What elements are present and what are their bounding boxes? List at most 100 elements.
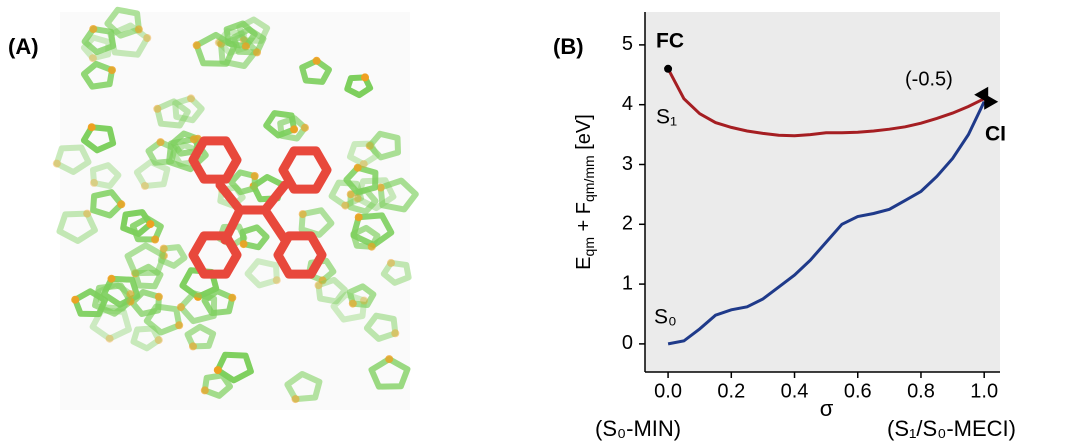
sulfur-atom bbox=[353, 163, 362, 172]
solvent-ring bbox=[277, 115, 308, 142]
sulfur-atom bbox=[312, 56, 321, 65]
sulfur-atom bbox=[241, 42, 250, 51]
sulfur-atom bbox=[391, 329, 400, 338]
sulfur-atom bbox=[108, 66, 116, 75]
x-tick-label: 0.4 bbox=[781, 380, 809, 402]
y-axis-label-part: qm bbox=[581, 237, 597, 256]
solvent-ring bbox=[350, 224, 381, 250]
phenyl-ring bbox=[273, 231, 327, 279]
series-label: S₀ bbox=[654, 306, 677, 329]
sulfur-atom bbox=[187, 94, 195, 103]
sulfur-atom bbox=[134, 25, 143, 34]
y-axis-label-part: qm/mm bbox=[581, 155, 597, 202]
sulfur-atom bbox=[105, 334, 114, 343]
sulfur-atom bbox=[354, 213, 363, 222]
sulfur-atom bbox=[151, 235, 160, 244]
sulfur-atom bbox=[143, 34, 152, 42]
solvent-ring bbox=[124, 242, 167, 277]
sulfur-atom bbox=[52, 159, 61, 168]
x-axis-label: σ bbox=[820, 396, 834, 421]
solvent-ring bbox=[56, 210, 98, 244]
sulfur-atom bbox=[159, 244, 168, 253]
solvent-ring bbox=[354, 177, 397, 212]
solvent-ring bbox=[223, 20, 258, 50]
sulfur-atom bbox=[175, 321, 184, 330]
panel-label: (B) bbox=[553, 34, 584, 59]
y-tick-label: 0 bbox=[622, 332, 633, 354]
solvent-ring bbox=[120, 209, 154, 237]
solvent-ring bbox=[166, 136, 209, 173]
sulfur-atom bbox=[200, 386, 209, 395]
solvent-ring bbox=[132, 263, 164, 290]
sulfur-atom bbox=[107, 274, 116, 283]
annotation: CI bbox=[985, 123, 1006, 146]
solvent-ring bbox=[377, 177, 419, 213]
solvent-ring bbox=[193, 31, 238, 67]
solvent-ring bbox=[244, 258, 280, 289]
sulfur-atom bbox=[213, 366, 222, 375]
solvent-ring bbox=[90, 189, 125, 219]
line-series bbox=[666, 68, 985, 138]
molecule-image bbox=[52, 6, 419, 410]
sulfur-atom bbox=[367, 242, 376, 251]
sulfur-atom bbox=[89, 25, 98, 33]
solvent-ring bbox=[239, 224, 270, 251]
solvent-ring bbox=[315, 276, 348, 305]
sulfur-atom bbox=[314, 281, 323, 290]
ci-marker bbox=[984, 93, 999, 110]
sulfur-atom bbox=[361, 73, 369, 82]
sulfur-atom bbox=[146, 220, 155, 229]
y-axis-label-part: + F bbox=[573, 202, 595, 237]
solvent-ring bbox=[177, 290, 218, 325]
sulfur-atom bbox=[154, 292, 163, 301]
sulfur-atom bbox=[90, 178, 98, 187]
solvent-ring bbox=[172, 95, 205, 124]
sulfur-atom bbox=[250, 172, 259, 180]
fc-marker bbox=[664, 64, 673, 73]
sulfur-atom bbox=[365, 141, 374, 150]
sulfur-atom bbox=[353, 194, 362, 203]
molecule-bond bbox=[260, 180, 290, 215]
solvent-ring bbox=[80, 60, 115, 90]
solvent-ring bbox=[129, 289, 162, 317]
sulfur-atom bbox=[117, 200, 126, 209]
annotation: (S₀-MIN) bbox=[595, 416, 681, 441]
sulfur-atom bbox=[156, 138, 165, 147]
solvent-ring bbox=[236, 16, 271, 44]
phenyl-ring bbox=[188, 136, 242, 184]
phenyl-ring bbox=[188, 231, 242, 279]
solvent-ring bbox=[201, 288, 236, 317]
solvent-ring bbox=[330, 291, 368, 323]
sulfur-atom bbox=[228, 293, 237, 302]
molecule-bond bbox=[215, 180, 245, 215]
y-tick-label: 5 bbox=[622, 33, 633, 55]
molecule-bond bbox=[260, 205, 290, 245]
line-series bbox=[667, 101, 986, 346]
sulfur-atom bbox=[153, 104, 162, 113]
solvent-ring bbox=[154, 98, 191, 129]
y-tick-label: 1 bbox=[622, 272, 633, 294]
sulfur-atom bbox=[126, 290, 135, 299]
sulfur-atom bbox=[376, 183, 385, 192]
y-axis-label: Eqm + Fqm/mm [eV] bbox=[573, 114, 596, 270]
sulfur-atom bbox=[87, 123, 96, 132]
solvent-ring bbox=[230, 26, 267, 56]
sulfur-atom bbox=[387, 258, 395, 267]
solvent-ring bbox=[133, 159, 171, 189]
x-tick-label: 0.6 bbox=[844, 380, 872, 402]
y-tick-label: 4 bbox=[622, 93, 633, 115]
solvent-ring bbox=[346, 283, 377, 308]
sulfur-atom bbox=[291, 395, 300, 404]
solvent-ring bbox=[263, 110, 298, 139]
y-axis-label-part: E bbox=[573, 256, 595, 269]
sulfur-atom bbox=[189, 135, 198, 144]
sulfur-atom bbox=[341, 201, 350, 210]
phenyl-ring bbox=[278, 146, 332, 194]
plot-background bbox=[645, 12, 1000, 372]
series-label: S₁ bbox=[656, 106, 677, 129]
solvent-ring bbox=[228, 169, 258, 196]
solvent-ring bbox=[298, 207, 335, 238]
solvent-ring bbox=[80, 124, 117, 154]
x-tick-label: 1.0 bbox=[970, 380, 998, 402]
sulfur-atom bbox=[189, 342, 197, 351]
